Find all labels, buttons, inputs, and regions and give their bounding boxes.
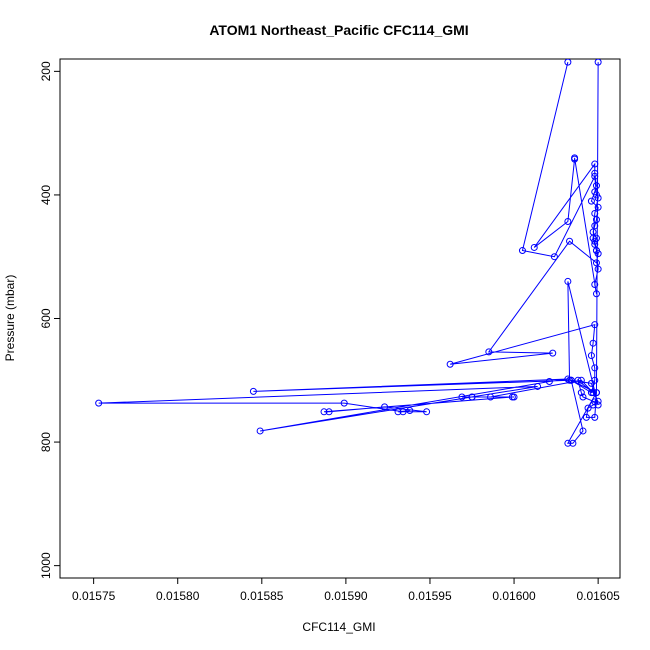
data-point (468, 393, 476, 401)
x-tick-label: 0.01590 (324, 589, 368, 603)
data-point (587, 379, 595, 387)
data-point (587, 197, 595, 205)
data-point (591, 188, 599, 196)
data-point (587, 352, 595, 360)
data-point (381, 403, 389, 411)
data-point (510, 393, 518, 401)
data-point (591, 413, 599, 421)
data-point (399, 408, 407, 416)
x-tick-label: 0.01605 (576, 589, 620, 603)
data-point (564, 439, 572, 447)
data-point (325, 408, 333, 416)
data-point (564, 59, 572, 66)
data-point (320, 408, 328, 416)
data-point (584, 404, 592, 412)
y-tick-label: 400 (39, 185, 53, 205)
data-point (591, 222, 599, 230)
y-tick-label: 200 (39, 61, 53, 81)
y-axis: 200 400 600 800 1000 (39, 61, 60, 579)
data-point (95, 399, 103, 407)
data-point (589, 389, 597, 397)
data-point (589, 339, 597, 347)
plot-area (95, 59, 602, 447)
data-point (564, 218, 572, 225)
data-point (406, 407, 414, 415)
data-point (591, 240, 599, 248)
data-point (530, 243, 538, 251)
data-point (594, 194, 602, 202)
x-tick-label: 0.01595 (408, 589, 452, 603)
data-point (591, 160, 599, 168)
data-point (582, 413, 590, 421)
data-point (594, 265, 602, 273)
data-point (592, 216, 600, 224)
data-point (591, 237, 599, 245)
x-tick-label: 0.01585 (240, 589, 284, 603)
data-point (579, 393, 587, 401)
data-point (589, 401, 597, 409)
data-point (579, 427, 587, 435)
y-tick-label: 1000 (39, 552, 53, 579)
data-point (592, 259, 600, 267)
data-point (591, 364, 599, 372)
data-point (594, 250, 602, 258)
data-point (592, 290, 600, 298)
y-axis-label: Pressure (mbar) (3, 275, 17, 362)
data-point (549, 349, 557, 357)
data-point (591, 321, 599, 329)
x-tick-label: 0.01600 (492, 589, 536, 603)
x-tick-label: 0.01575 (72, 589, 116, 603)
data-point (589, 228, 597, 236)
data-point (564, 375, 572, 383)
data-point (567, 376, 575, 384)
data-point (550, 253, 558, 261)
series-line (98, 61, 599, 444)
x-tick-label: 0.01580 (156, 589, 200, 603)
data-point (594, 203, 602, 211)
x-axis-label: CFC114_GMI (302, 620, 375, 634)
data-point (423, 408, 431, 416)
data-point (591, 209, 599, 217)
data-point (594, 397, 602, 405)
data-point (249, 387, 257, 395)
data-point (458, 393, 466, 401)
data-point (577, 376, 585, 384)
data-point (564, 277, 572, 285)
chart-title: ATOM1 Northeast_Pacific CFC114_GMI (209, 22, 468, 38)
y-tick-label: 600 (39, 308, 53, 328)
data-point (545, 378, 553, 386)
data-point (485, 348, 493, 356)
data-point (256, 427, 264, 435)
data-point (340, 399, 348, 407)
data-point (577, 389, 585, 397)
data-point (591, 172, 599, 180)
data-point (594, 59, 602, 66)
y-tick-label: 800 (39, 432, 53, 452)
data-point (518, 247, 526, 255)
data-point (446, 360, 454, 368)
data-point (394, 408, 402, 416)
data-point (591, 281, 599, 289)
data-point (566, 237, 574, 245)
data-point (534, 382, 542, 390)
data-point (571, 155, 579, 163)
x-axis: 0.01575 0.01580 0.01585 0.01590 0.01595 0.016… (72, 578, 620, 603)
data-point (592, 389, 600, 397)
data-point (569, 439, 577, 447)
data-point (591, 169, 599, 177)
data-point (592, 182, 600, 190)
data-point (487, 393, 495, 401)
data-point (574, 376, 582, 384)
